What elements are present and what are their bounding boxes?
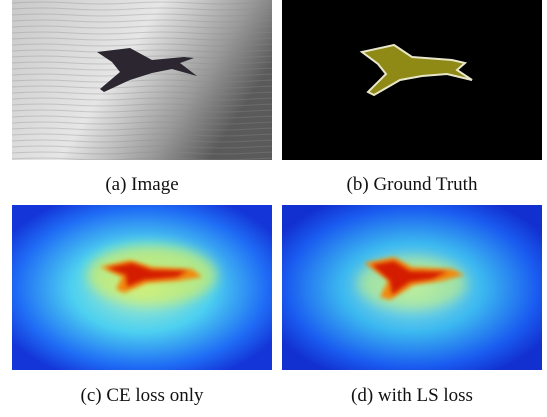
heatmap-ce xyxy=(12,205,272,370)
caption: (d) with LS loss xyxy=(282,385,542,407)
photo xyxy=(12,0,272,160)
caption: (a) Image xyxy=(12,174,272,196)
figure: (a) Image (b) Ground Truth (c) CE loss o… xyxy=(0,0,547,417)
caption: (c) CE loss only xyxy=(12,385,272,407)
heatmap-ls xyxy=(282,205,542,370)
ground-truth-mask xyxy=(282,0,542,160)
caption: (b) Ground Truth xyxy=(282,174,542,196)
